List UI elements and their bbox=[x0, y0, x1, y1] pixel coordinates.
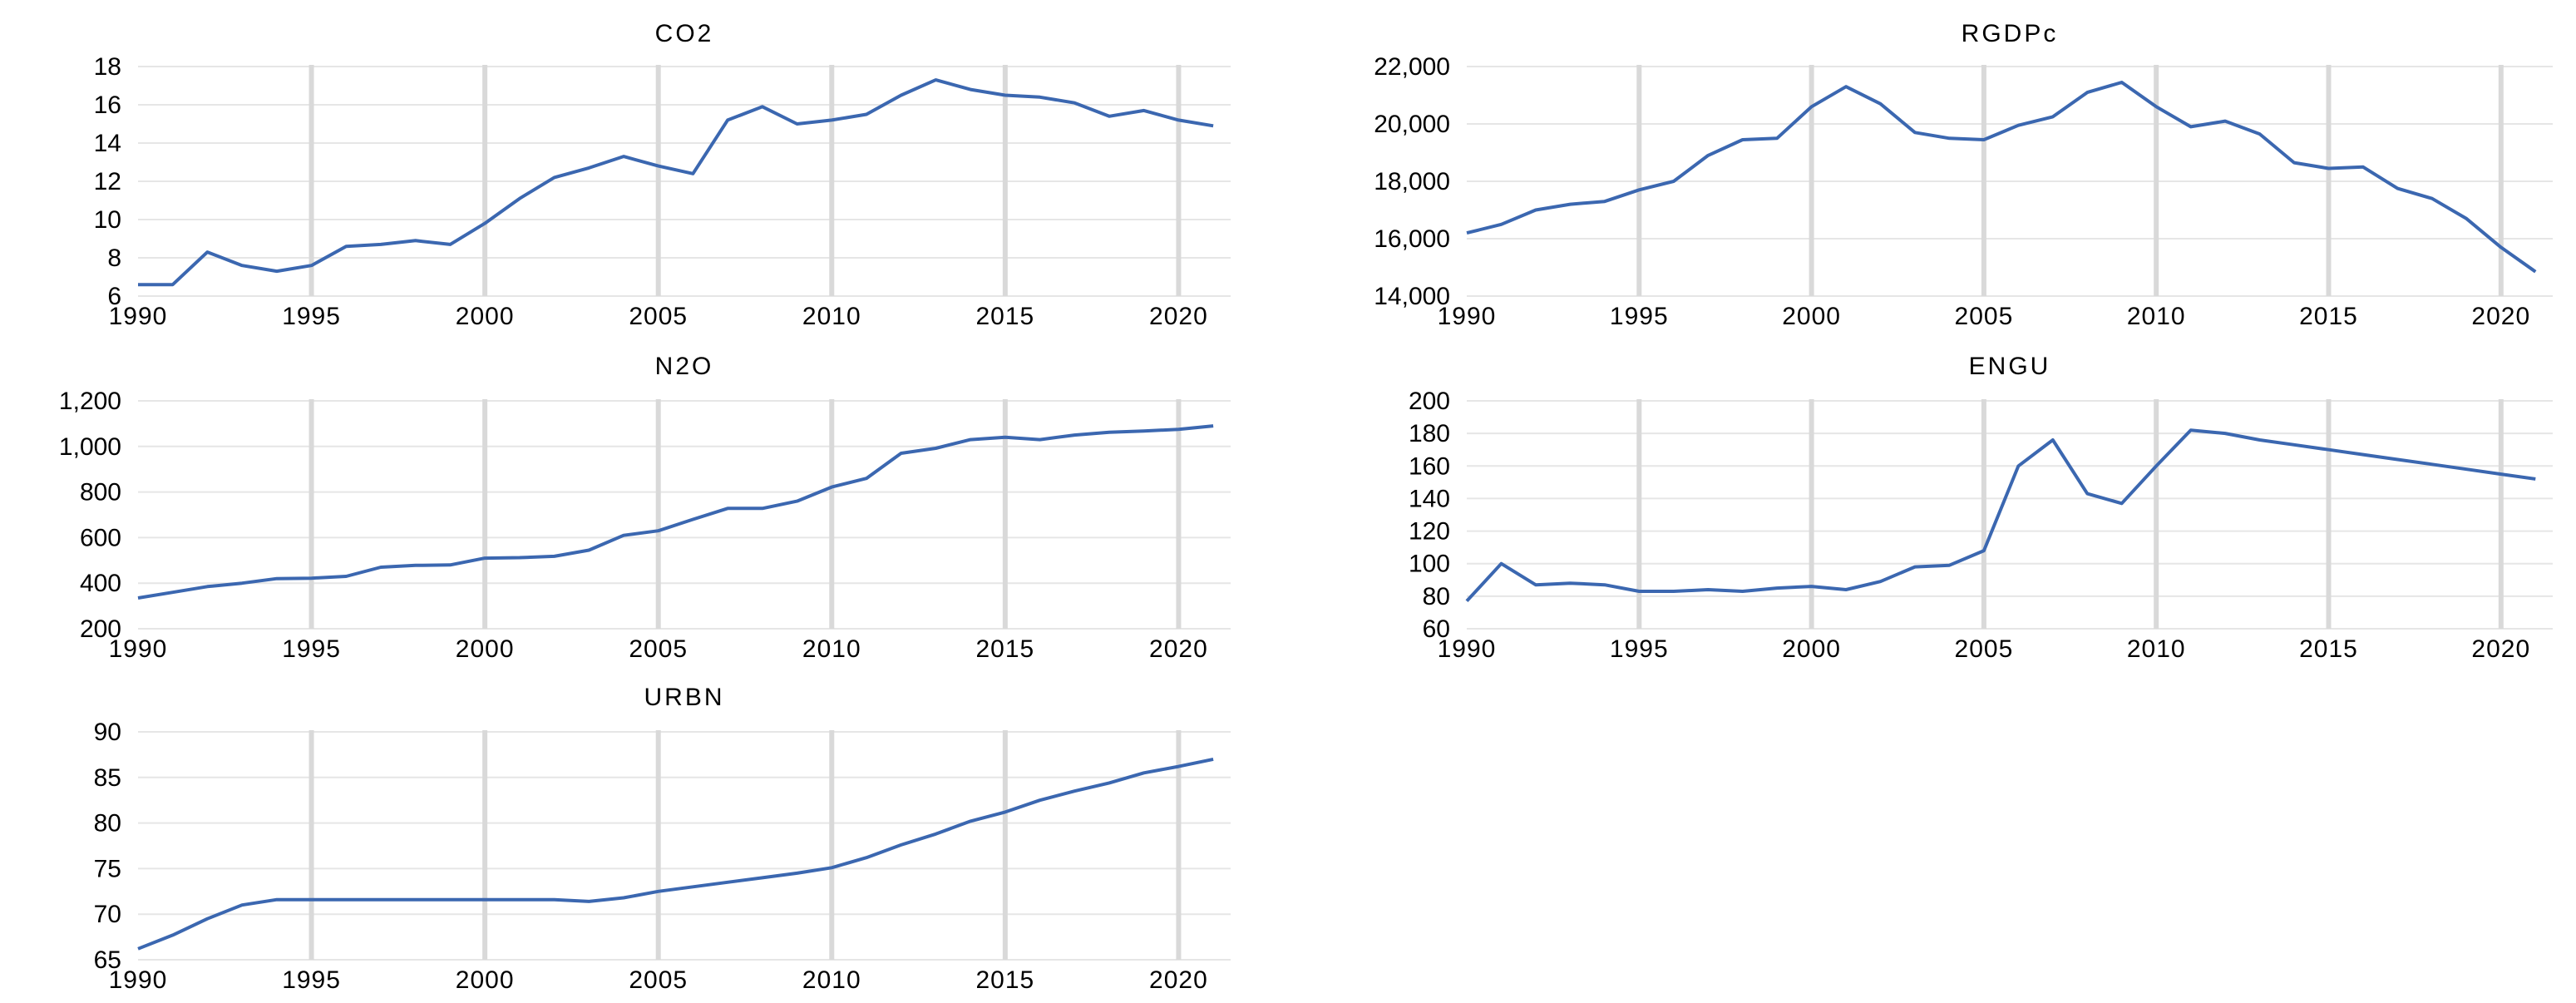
y-tick-label: 800 bbox=[80, 479, 121, 506]
y-tick-label: 14,000 bbox=[1374, 283, 1450, 310]
x-tick-label: 2020 bbox=[1149, 303, 1208, 330]
x-tick-label: 2010 bbox=[2127, 635, 2186, 663]
x-tick-label: 1990 bbox=[109, 635, 168, 663]
x-tick-label: 2000 bbox=[456, 966, 515, 994]
x-tick-label: 2020 bbox=[1149, 966, 1208, 994]
chart-engu: 60 80 100 120 140 160 180 200 1990 1995 2000 2005 20… bbox=[1409, 353, 2553, 663]
x-tick-label: 1995 bbox=[1610, 303, 1669, 330]
x-tick-label: 1990 bbox=[109, 303, 168, 330]
y-tick-label: 140 bbox=[1409, 485, 1450, 512]
x-tick-label: 1990 bbox=[109, 966, 168, 994]
y-tick-label: 65 bbox=[94, 946, 121, 974]
x-tick-label: 2015 bbox=[2299, 635, 2358, 663]
y-tick-label: 400 bbox=[80, 570, 121, 597]
y-tick-label: 22,000 bbox=[1374, 53, 1450, 81]
y-tick-label: 14 bbox=[94, 130, 121, 157]
x-tick-label: 2005 bbox=[1955, 635, 2014, 663]
y-tick-label: 80 bbox=[94, 810, 121, 837]
x-tick-label: 2020 bbox=[1149, 635, 1208, 663]
x-tick-label: 2005 bbox=[629, 966, 688, 994]
x-tick-label: 2015 bbox=[2299, 303, 2358, 330]
chart-urbn: 65 70 75 80 85 90 1990 1995 2000 2005 2010 2015 2020… bbox=[94, 684, 1231, 994]
y-tick-label: 75 bbox=[94, 855, 121, 882]
x-tick-label: 1995 bbox=[282, 635, 341, 663]
y-tick-label: 1,000 bbox=[59, 433, 121, 461]
chart-title: N2O bbox=[655, 353, 714, 380]
y-tick-label: 600 bbox=[80, 524, 121, 551]
x-tick-label: 2010 bbox=[802, 303, 861, 330]
x-tick-label: 2005 bbox=[1955, 303, 2014, 330]
y-tick-label: 70 bbox=[94, 901, 121, 928]
x-tick-label: 1995 bbox=[1610, 635, 1669, 663]
y-tick-label: 6 bbox=[107, 283, 121, 310]
x-tick-label: 2015 bbox=[975, 303, 1034, 330]
series-line bbox=[137, 424, 1214, 600]
chart-n2o: 200 400 600 800 1,000 1,200 1990 1995 2000 2005 20… bbox=[59, 353, 1231, 663]
series-line bbox=[137, 757, 1214, 951]
y-tick-label: 20,000 bbox=[1374, 111, 1450, 138]
x-tick-label: 1990 bbox=[1438, 303, 1497, 330]
series-line bbox=[138, 78, 1214, 287]
x-tick-label: 2000 bbox=[1782, 635, 1841, 663]
chart-title: ENGU bbox=[1969, 353, 2051, 380]
y-tick-label: 120 bbox=[1409, 518, 1450, 546]
x-tick-label: 2010 bbox=[2127, 303, 2186, 330]
x-tick-label: 2000 bbox=[456, 635, 515, 663]
y-tick-label: 85 bbox=[94, 764, 121, 792]
x-tick-label: 2000 bbox=[1782, 303, 1841, 330]
x-tick-label: 2005 bbox=[629, 303, 688, 330]
y-tick-label: 18,000 bbox=[1374, 168, 1450, 195]
y-tick-label: 12 bbox=[94, 168, 121, 195]
x-tick-label: 2020 bbox=[2471, 303, 2530, 330]
y-tick-label: 1,200 bbox=[59, 388, 121, 415]
chart-rgdpc: 14,000 16,000 18,000 20,000 22,000 1990 1995 20… bbox=[1374, 20, 2553, 330]
y-tick-label: 10 bbox=[94, 206, 121, 234]
y-tick-label: 16 bbox=[94, 91, 121, 119]
y-tick-label: 160 bbox=[1409, 452, 1450, 480]
series-line bbox=[1466, 81, 2537, 274]
y-tick-label: 80 bbox=[1423, 583, 1450, 610]
x-tick-label: 1990 bbox=[1438, 635, 1497, 663]
y-tick-label: 100 bbox=[1409, 551, 1450, 578]
chart-title: CO2 bbox=[655, 20, 714, 47]
chart-title: URBN bbox=[644, 684, 724, 711]
y-tick-label: 200 bbox=[80, 615, 121, 643]
y-tick-label: 18 bbox=[94, 53, 121, 81]
x-tick-label: 1995 bbox=[282, 303, 341, 330]
x-tick-label: 2020 bbox=[2471, 635, 2530, 663]
y-tick-label: 16,000 bbox=[1374, 225, 1450, 253]
y-tick-label: 90 bbox=[94, 719, 121, 746]
x-tick-label: 2010 bbox=[802, 635, 861, 663]
x-tick-label: 2015 bbox=[975, 966, 1034, 994]
chart-co2: 6 8 10 12 14 16 18 1990 1995 2000 2005 2010 2015 2020… bbox=[94, 20, 1231, 330]
x-tick-label: 2005 bbox=[629, 635, 688, 663]
x-tick-label: 1995 bbox=[282, 966, 341, 994]
x-tick-label: 2010 bbox=[802, 966, 861, 994]
y-tick-label: 180 bbox=[1409, 420, 1450, 447]
series-line bbox=[1465, 428, 2536, 603]
y-tick-label: 60 bbox=[1423, 615, 1450, 643]
y-tick-label: 200 bbox=[1409, 388, 1450, 415]
y-tick-label: 8 bbox=[107, 245, 121, 272]
chart-title: RGDPc bbox=[1962, 20, 2059, 47]
x-tick-label: 2000 bbox=[456, 303, 515, 330]
x-tick-label: 2015 bbox=[975, 635, 1034, 663]
